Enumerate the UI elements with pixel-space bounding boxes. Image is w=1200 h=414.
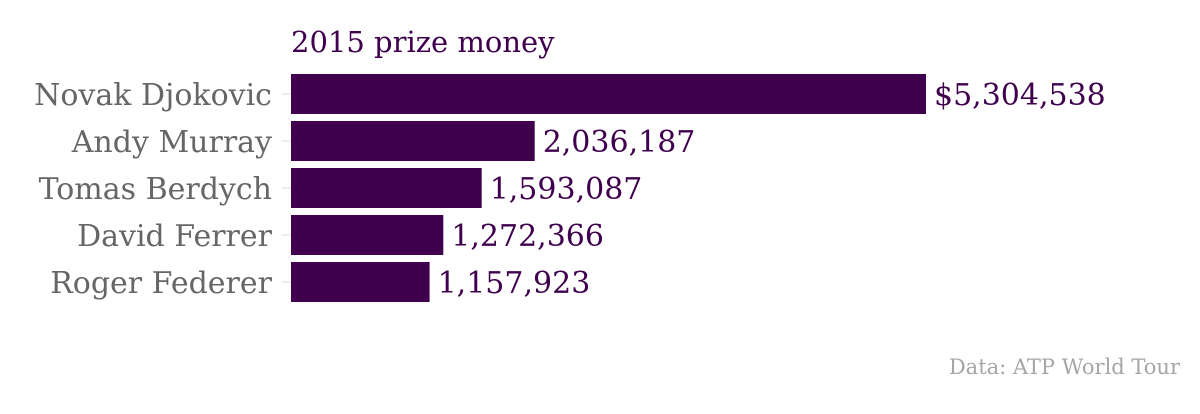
value-label: 1,593,087 [490, 172, 643, 207]
value-label: 1,272,366 [451, 219, 604, 254]
value-label: $5,304,538 [934, 78, 1106, 113]
source-note: Data: ATP World Tour [949, 355, 1181, 379]
bar [291, 74, 926, 114]
bars-group: Novak Djokovic $5,304,538 Andy Murray 2,036… [34, 74, 1106, 302]
category-label: Roger Federer [50, 266, 272, 301]
category-label: Tomas Berdych [39, 172, 272, 207]
value-label: 1,157,923 [438, 266, 591, 301]
value-label: 2,036,187 [543, 125, 696, 160]
chart-title: 2015 prize money [291, 25, 555, 59]
bar [291, 215, 444, 255]
bar [291, 262, 430, 302]
bar [291, 168, 482, 208]
category-label: Novak Djokovic [34, 78, 272, 113]
bar [291, 121, 535, 161]
category-label: David Ferrer [77, 219, 273, 254]
category-label: Andy Murray [71, 125, 272, 160]
